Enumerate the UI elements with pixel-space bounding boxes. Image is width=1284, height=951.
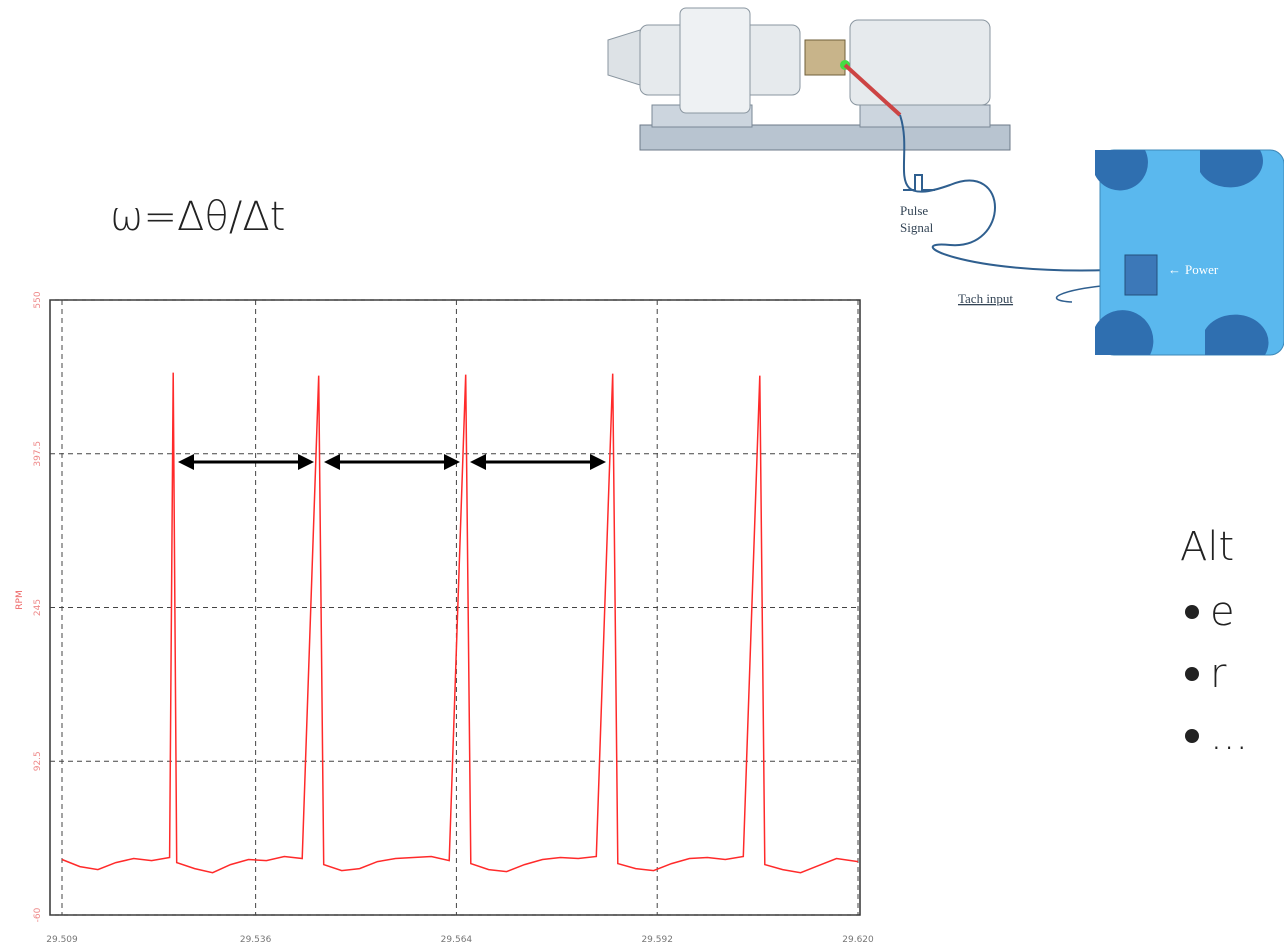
y-tick-label: 245 bbox=[33, 599, 43, 616]
x-tick-label: 29.536 bbox=[240, 935, 272, 945]
bullet-text: e bbox=[1210, 589, 1235, 635]
pulse-label: Pulse bbox=[900, 203, 928, 218]
machine-illustration: Pulse Signal Tach input ← Power bbox=[607, 7, 1284, 356]
formula: ω=Δθ/Δt bbox=[110, 194, 285, 240]
x-tick-label: 29.564 bbox=[441, 935, 473, 945]
notes-heading: Alt bbox=[1180, 524, 1234, 570]
tach-label: Tach input bbox=[958, 291, 1013, 306]
x-tick-label: 29.620 bbox=[842, 935, 874, 945]
bullet-text: r bbox=[1210, 651, 1227, 697]
rpm-line bbox=[61, 372, 859, 874]
x-tick-label: 29.509 bbox=[46, 935, 78, 945]
y-tick-label: 550 bbox=[33, 291, 43, 308]
y-tick-label: -60 bbox=[33, 907, 43, 922]
bullet bbox=[1185, 729, 1199, 743]
bullet bbox=[1185, 667, 1199, 681]
power-arrow: ← bbox=[1168, 262, 1181, 277]
x-tick-label: 29.592 bbox=[641, 935, 673, 945]
pulse-label: Signal bbox=[900, 220, 934, 235]
y-tick-label: 397.5 bbox=[33, 441, 43, 467]
bullet bbox=[1185, 605, 1199, 619]
chart: RPM -60 92.5 245 397.5 550 29.509 29.536 29.564… bbox=[15, 291, 874, 945]
interval-arrows bbox=[178, 454, 606, 470]
y-tick-label: 92.5 bbox=[33, 751, 43, 771]
power-label: Power bbox=[1185, 262, 1219, 277]
bullet-text: ... bbox=[1210, 713, 1248, 759]
y-axis-label: RPM bbox=[15, 590, 25, 609]
